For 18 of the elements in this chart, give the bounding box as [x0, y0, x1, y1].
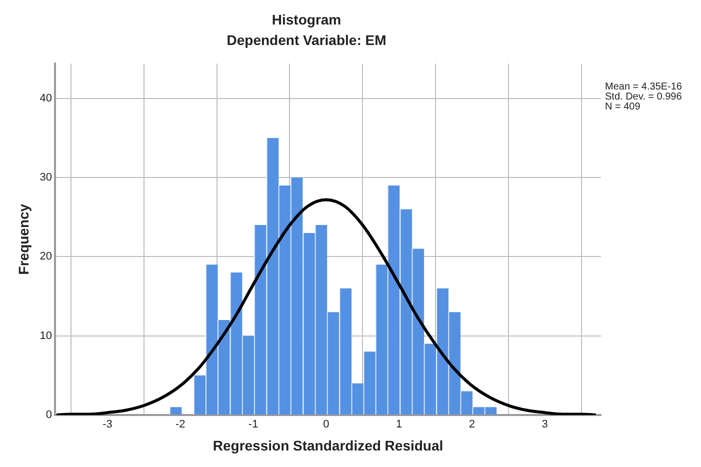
- line-series: [55, 198, 598, 415]
- y-tick-label: 40: [40, 92, 52, 104]
- y-tick-label: 0: [46, 409, 52, 422]
- x-tick-label: 2: [468, 418, 476, 431]
- x-tick-label: 0: [323, 418, 330, 431]
- x-tick-label: 3: [542, 418, 548, 431]
- y-axis-title: Frequency: [15, 204, 32, 275]
- text: Mean = 4.35E-16 Std. Dev. = 0.996 N = 409: [605, 81, 682, 112]
- x-tick-label: 1: [396, 418, 402, 431]
- chart-title: Histogram: [272, 11, 342, 28]
- x-tick-label: -1: [248, 418, 258, 431]
- y-tick-label: 20: [40, 250, 52, 263]
- y-tick-label: 10: [40, 330, 52, 342]
- x-axis-title: Regression Standardized Residual: [212, 437, 444, 454]
- x-tick-label: -3: [102, 418, 112, 431]
- y-tick-label: 30: [40, 172, 52, 184]
- x-tick-label: -2: [176, 418, 186, 431]
- chart-subtitle: Dependent Variable: EM: [226, 32, 386, 48]
